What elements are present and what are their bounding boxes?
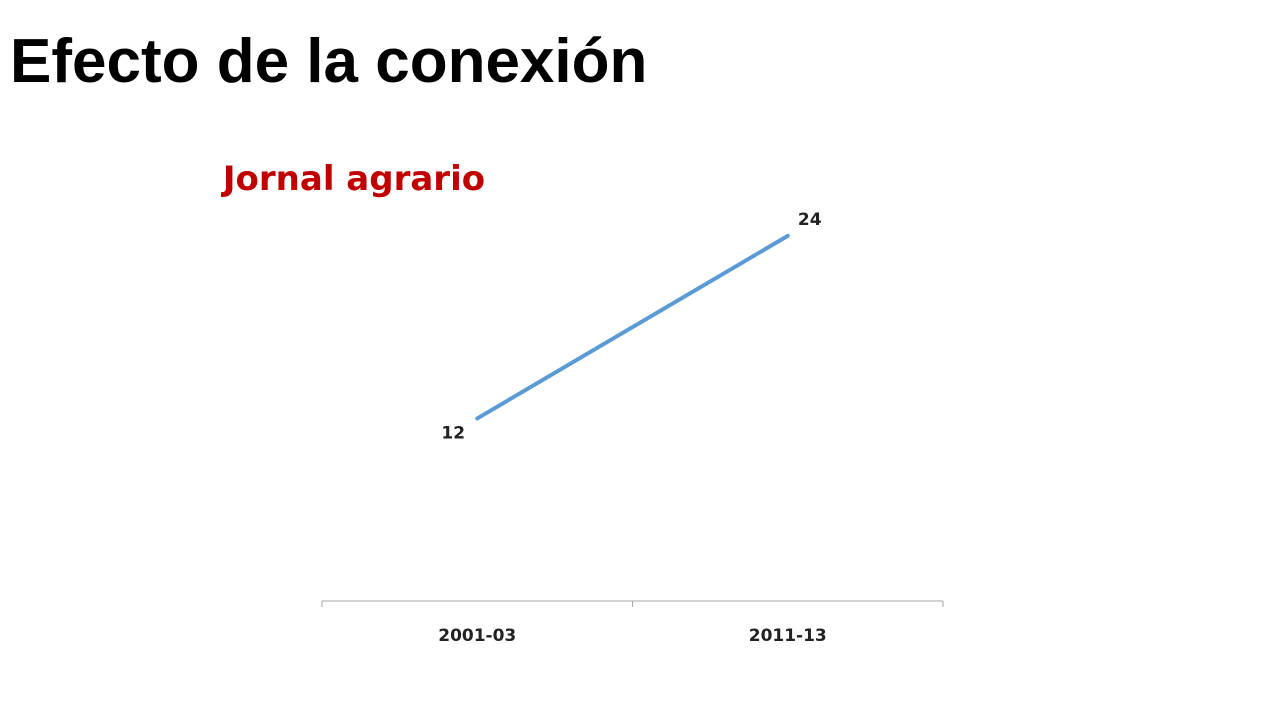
slide-title: Efecto de la conexión [10, 27, 648, 96]
data-label: 24 [798, 210, 822, 230]
x-axis-ticks: 2001-03 2011-13 [321, 601, 944, 646]
x-tick-label: 2001-03 [438, 626, 516, 646]
x-tick-label: 2011-13 [749, 626, 827, 646]
series-line [475, 233, 790, 421]
series-group: 12 24 [441, 210, 821, 444]
data-label: 12 [441, 423, 465, 443]
chart-title: Jornal agrario [221, 159, 485, 199]
